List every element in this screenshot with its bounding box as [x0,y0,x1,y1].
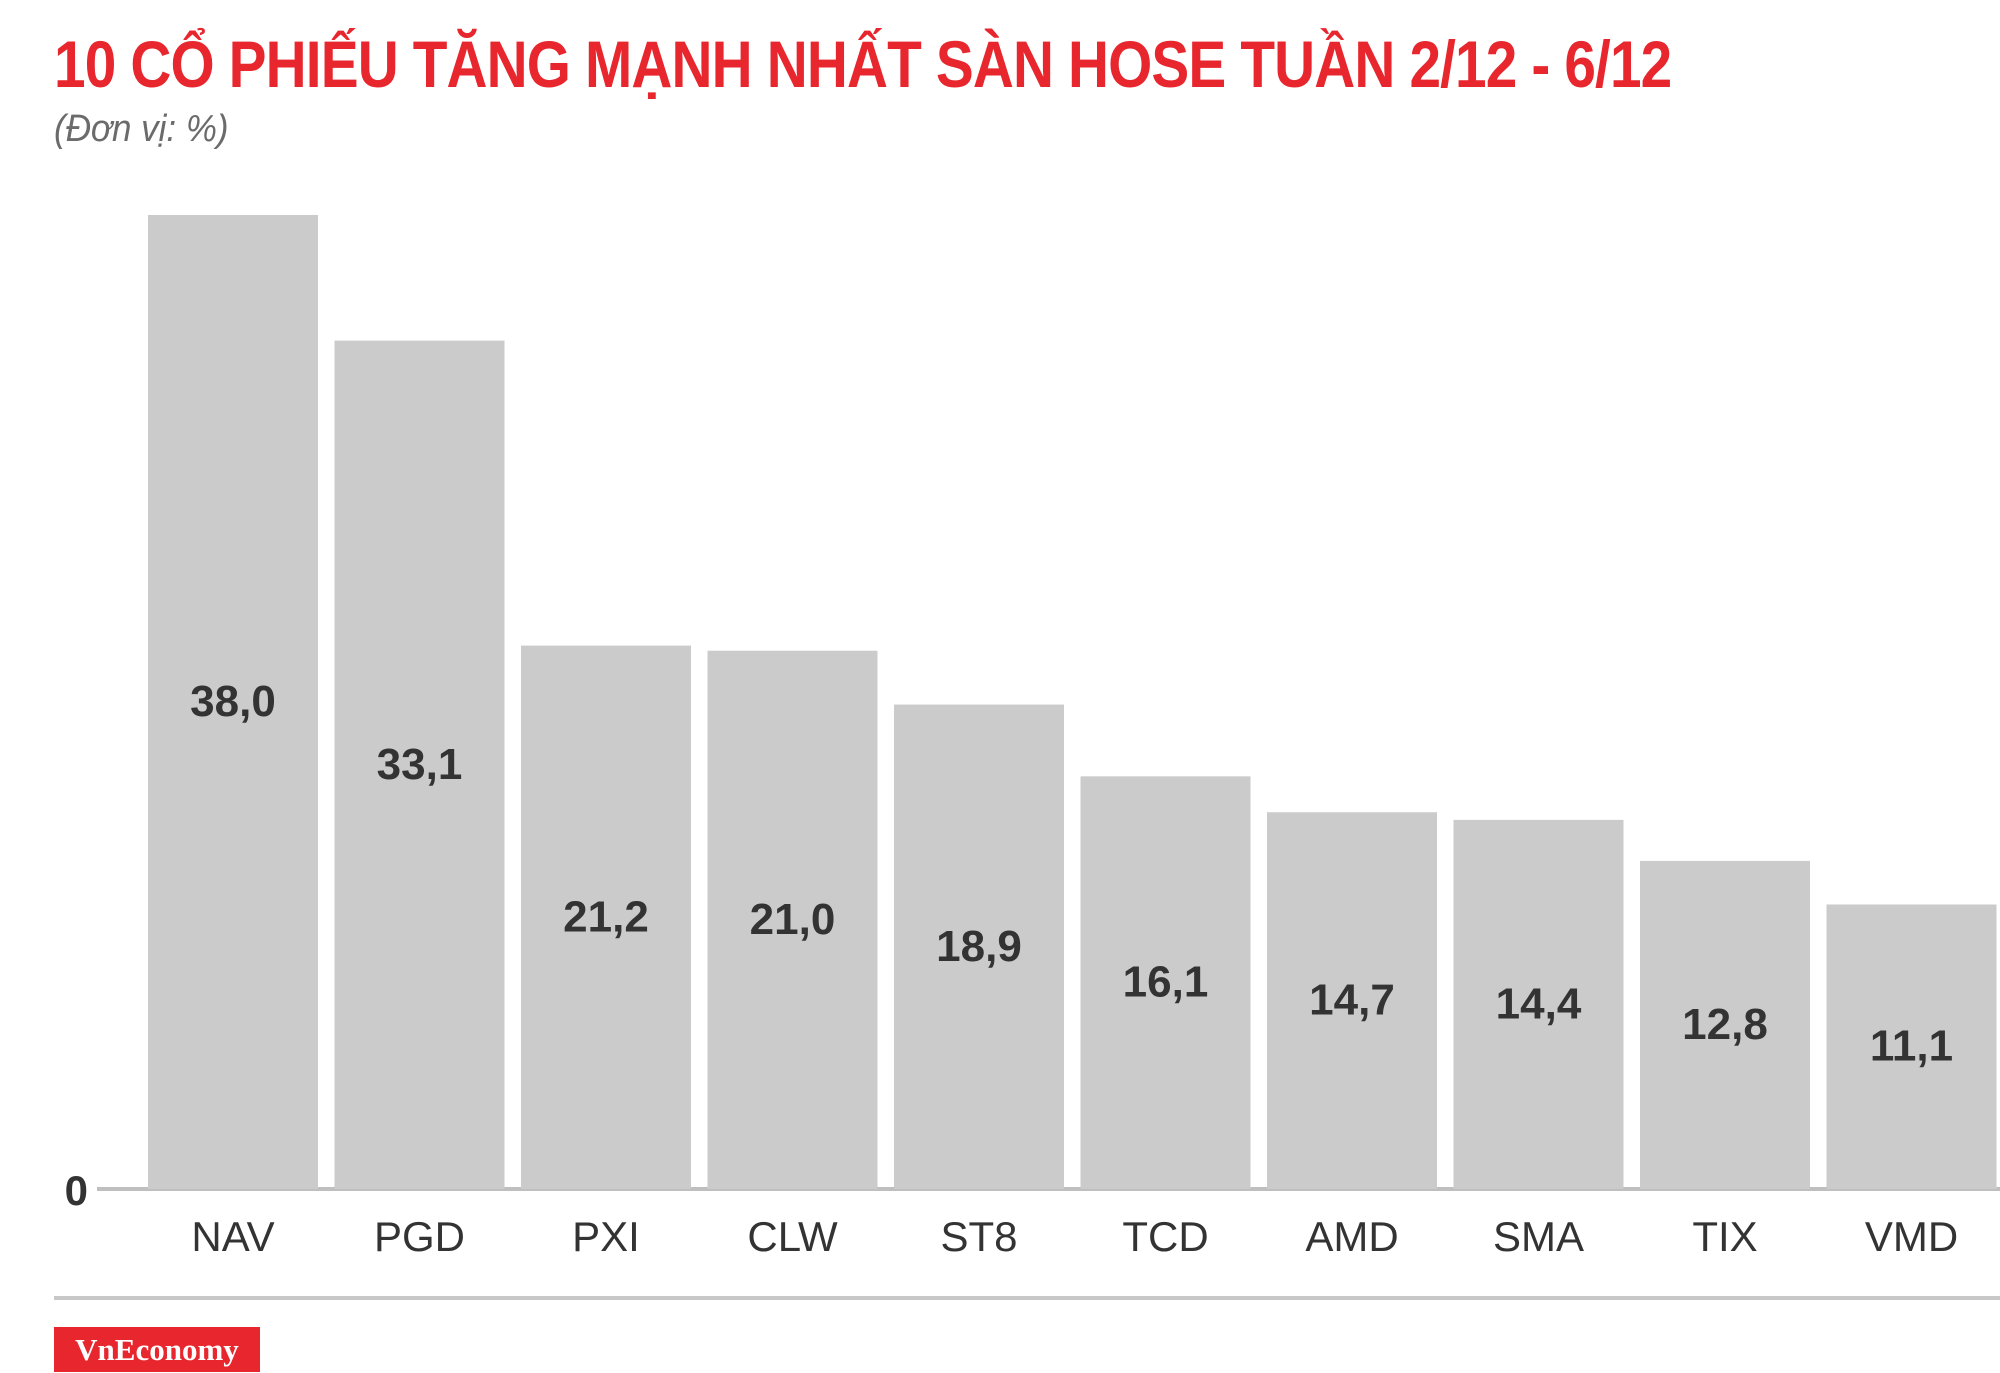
value-label-pxi: 21,2 [563,892,649,941]
x-tick-label-nav: NAV [191,1213,274,1260]
value-label-sma: 14,4 [1496,979,1582,1028]
chart-subtitle: (Đơn vị: %) [54,108,229,150]
bar-amd [1267,812,1437,1189]
value-label-tcd: 16,1 [1123,958,1209,1007]
x-tick-label-st8: ST8 [940,1213,1017,1260]
x-tick-label-sma: SMA [1493,1213,1584,1260]
bar-tcd [1080,776,1251,1189]
bar-clw [707,650,878,1189]
footer-divider [54,1296,2000,1300]
x-tick-label-clw: CLW [747,1213,838,1260]
value-label-tix: 12,8 [1682,1000,1768,1049]
bar-sma [1453,819,1624,1189]
bar-pgd [334,340,505,1189]
value-label-pgd: 33,1 [377,740,463,789]
value-label-st8: 18,9 [936,922,1022,971]
value-label-nav: 38,0 [190,677,276,726]
x-tick-label-tix: TIX [1692,1213,1757,1260]
bar-chart: 0 38,0 NAV 33,1 PGD 21,2 PXI 21,0 CLW 18,9 ST8 16,1… [65,215,2000,1260]
x-tick-label-pxi: PXI [572,1213,640,1260]
bar-st8 [894,704,1064,1189]
x-tick-label-vmd: VMD [1865,1213,1958,1260]
y-tick-label: 0 [65,1167,88,1214]
x-tick-label-pgd: PGD [374,1213,465,1260]
value-label-amd: 14,7 [1309,976,1395,1025]
vneconomy-logo: VnEconomy [54,1327,260,1372]
chart-title: 10 CỔ PHIẾU TĂNG MẠNH NHẤT SÀN HOSE TUẦN… [54,27,1672,101]
bar-nav [148,215,318,1189]
value-label-vmd: 11,1 [1870,1022,1953,1071]
bar-pxi [521,645,691,1189]
bar-vmd [1826,904,1997,1189]
bar-tix [1640,860,1810,1189]
x-tick-label-amd: AMD [1305,1213,1398,1260]
value-label-clw: 21,0 [750,895,836,944]
x-tick-label-tcd: TCD [1122,1213,1208,1260]
